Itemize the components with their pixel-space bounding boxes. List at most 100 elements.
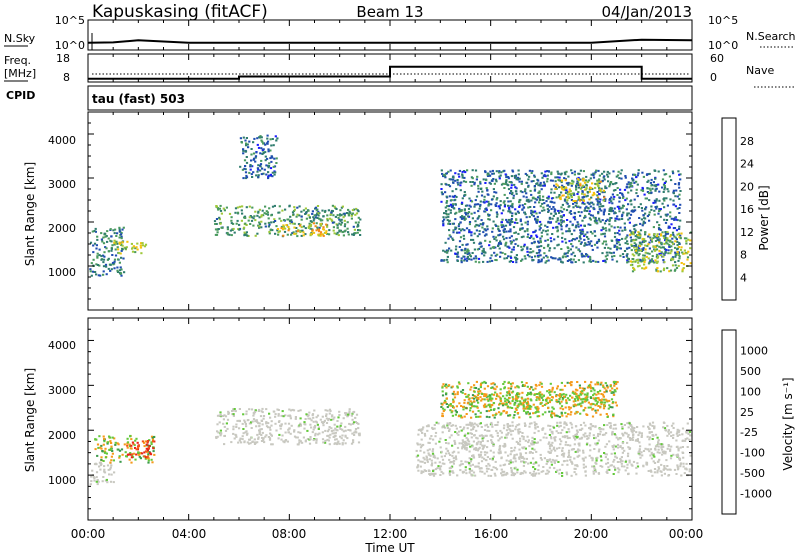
heatmap-cell [118,228,121,231]
heatmap-cell [514,256,518,259]
heatmap-cell [678,457,681,460]
heatmap-cell [288,204,291,207]
heatmap-cell [495,429,498,432]
heatmap-cell [662,426,665,429]
heatmap-cell [477,448,480,450]
heatmap-cell [565,182,568,185]
heatmap-cell [350,217,353,220]
heatmap-cell [565,399,568,402]
heatmap-cell [569,421,572,424]
heatmap-cell [217,208,220,211]
heatmap-cell [490,198,494,201]
heatmap-cell [580,211,583,214]
heatmap-cell [678,193,681,196]
heatmap-cell [214,228,218,231]
heatmap-cell [321,431,324,434]
heatmap-cell [604,382,607,385]
heatmap-cell [570,192,573,195]
heatmap-cell [630,245,634,247]
heatmap-cell [574,204,577,207]
heatmap-cell [427,441,430,444]
heatmap-cell [110,459,113,462]
heatmap-cell [222,207,225,210]
heatmap-cell [474,220,477,223]
heatmap-cell [576,455,579,458]
heatmap-cell [538,398,541,401]
heatmap-cell [629,439,632,441]
heatmap-cell [621,451,624,454]
heatmap-cell [584,456,587,459]
heatmap-cell [104,456,107,459]
heatmap-cell [464,433,467,436]
heatmap-cell [630,249,633,252]
heatmap-cell [534,422,537,425]
heatmap-cell [657,439,660,442]
heatmap-cell [464,469,467,472]
heatmap-cell [683,252,686,255]
heatmap-cell [485,459,488,462]
heatmap-cell [612,170,615,173]
heatmap-cell [573,254,576,257]
heatmap-cell [102,258,106,261]
heatmap-cell [351,412,354,415]
heatmap-cell [133,444,136,447]
heatmap-cell [435,421,438,424]
heatmap-cell [287,229,290,232]
heatmap-cell [635,246,638,249]
heatmap-cell [246,441,249,444]
heatmap-cell [539,254,542,257]
heatmap-cell [331,432,334,435]
heatmap-cell [448,205,451,208]
heatmap-cell [600,205,603,208]
heatmap-cell [505,241,508,244]
heatmap-cell [477,392,480,395]
heatmap-cell [426,460,429,463]
heatmap-cell [463,255,466,258]
heatmap-cell [529,248,532,250]
heatmap-cell [609,426,612,429]
heatmap-cell [572,200,575,202]
heatmap-cell [477,216,480,219]
heatmap-cell [631,253,634,256]
heatmap-cell [102,273,105,276]
heatmap-cell [510,184,513,187]
heatmap-cell [248,205,251,208]
heatmap-cell [603,387,606,390]
heatmap-cell [651,255,654,258]
heatmap-cell [451,465,454,468]
heatmap-cell [550,449,553,452]
heatmap-cell [521,446,524,449]
heatmap-cell [541,413,544,416]
heatmap-cell [658,224,661,226]
heatmap-cell [605,432,608,435]
heatmap-cell [591,187,594,190]
heatmap-cell [562,453,565,456]
heatmap-cell [673,269,676,272]
heatmap-cell [570,169,573,172]
heatmap-cell [642,175,645,178]
heatmap-cell [219,434,222,437]
heatmap-cell [471,410,475,413]
heatmap-cell [648,252,651,255]
heatmap-cell [587,207,590,210]
heatmap-cell [110,445,113,448]
heatmap-cell [576,450,579,453]
heatmap-cell [289,222,292,225]
heatmap-cell [500,226,504,229]
heatmap-cell [508,460,511,463]
heatmap-cell [592,216,595,219]
heatmap-cell [560,400,563,403]
heatmap-cell [648,199,651,202]
heatmap-cell [333,442,336,445]
heatmap-cell [216,207,219,210]
heatmap-cell [487,200,490,203]
heatmap-cell [607,407,610,410]
heatmap-cell [614,467,617,470]
heatmap-cell [308,222,311,225]
heatmap-cell [480,426,483,428]
heatmap-cell [108,473,111,476]
heatmap-cell [575,224,578,227]
heatmap-cell [603,196,606,199]
heatmap-cell [456,231,459,234]
heatmap-cell [497,245,500,247]
